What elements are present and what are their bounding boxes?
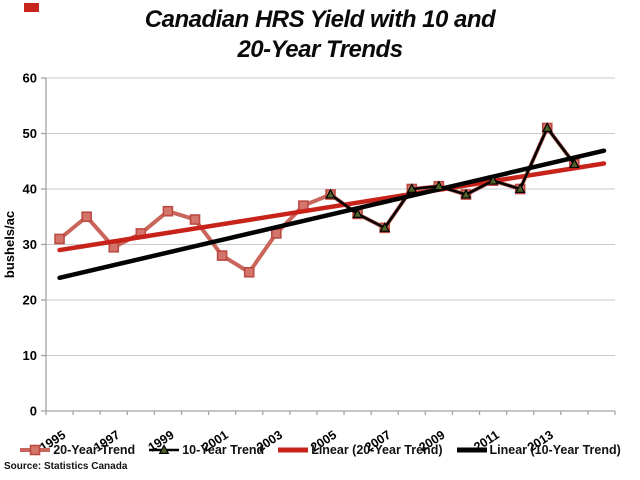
linear-20-year-trendline	[57, 161, 607, 253]
series-10-year-point	[541, 122, 553, 132]
series-10-year-point	[569, 158, 580, 169]
legend-20-year-trend-icon	[20, 444, 51, 456]
legend-label: Linear (10-Year Trend)	[489, 443, 621, 457]
series-10-year-point	[487, 174, 499, 185]
legend-square-marker	[29, 444, 41, 456]
legend-item-20-year-trend: 20-Year Trend	[19, 443, 135, 457]
series-10-year-point	[514, 183, 526, 193]
chart-title-line2: 20-Year Trends	[237, 36, 403, 63]
series-20-year-point	[81, 211, 92, 223]
source-note: Source: Statistics Canada	[4, 461, 128, 472]
series-10-year-point	[379, 221, 390, 232]
series-20-year-point	[243, 266, 255, 278]
legend-triangle-marker	[158, 444, 170, 454]
y-tick-label: 50	[23, 126, 37, 141]
legend-item-linear-10-year: Linear (10-Year Trend)	[456, 443, 621, 457]
red-corner-mark	[24, 3, 39, 12]
y-tick-label: 60	[23, 71, 37, 86]
chart-title: Canadian HRS Yield with 10 and 20-Year T…	[0, 5, 640, 65]
series-20-year-point	[271, 228, 282, 239]
series-10-year-point	[433, 180, 445, 191]
series-20-year-point	[162, 205, 174, 217]
legend-label: Linear (20-Year Trend)	[311, 443, 443, 457]
y-axis-title: bushels/ac	[2, 211, 17, 278]
legend-item-linear-20-year: Linear (20-Year Trend)	[277, 443, 443, 457]
legend-linear-10-year-icon	[456, 447, 487, 453]
legend-linear-20-year-icon	[278, 447, 309, 453]
series-20-year-line	[57, 125, 577, 275]
series-20-year-point	[189, 214, 201, 225]
series-10-year-point	[352, 208, 363, 218]
series-10-year-line	[329, 126, 576, 230]
series-20-year-point	[216, 250, 228, 261]
y-tick-label: 10	[23, 348, 37, 363]
legend-label: 20-Year Trend	[53, 443, 136, 457]
y-tick-label: 30	[23, 237, 37, 252]
legend-label: 10-Year Trend	[182, 443, 265, 457]
chart-title-line1: Canadian HRS Yield with 10 and	[144, 6, 496, 33]
y-tick-label: 40	[23, 182, 37, 197]
legend-item-10-year-trend: 10-Year Trend	[148, 443, 264, 457]
chart-legend: 20-Year Trend 10-Year Trend Linear (20-Y…	[0, 443, 640, 457]
legend-10-year-trend-icon	[149, 444, 180, 454]
y-tick-label: 0	[30, 404, 37, 419]
series-10-year-point	[406, 183, 418, 193]
series-20-year-point	[54, 233, 65, 245]
series-10-year-point	[325, 188, 336, 199]
series-10-year-point	[460, 188, 472, 199]
y-tick-label: 20	[23, 293, 37, 308]
linear-10-year-trendline	[57, 148, 607, 281]
